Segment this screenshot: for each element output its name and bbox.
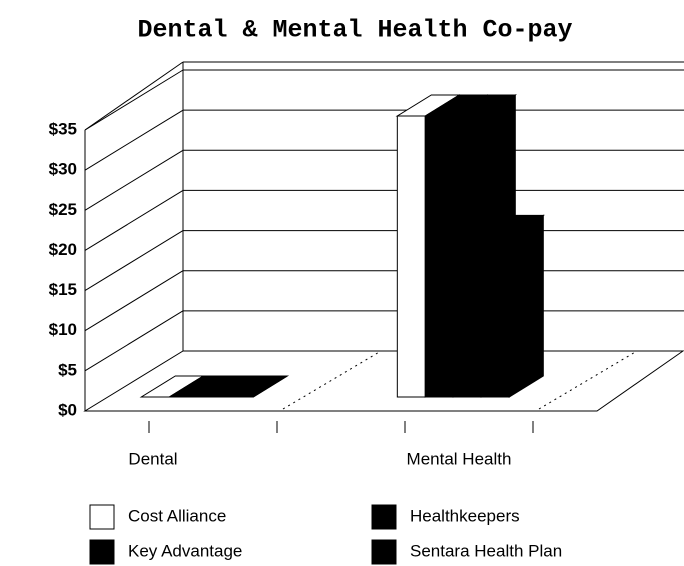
bar-side [508,214,544,398]
bar-front [396,115,426,398]
bar-side [253,375,288,398]
floor-divider [538,350,638,410]
legend-swatch [89,539,115,565]
grid-line [84,310,184,372]
legend-swatch [371,539,397,565]
y-tick-label: $35 [49,119,77,138]
y-tick-label: $20 [49,240,77,259]
x-tick-label: Dental [128,449,177,468]
bar-front [452,115,482,398]
legend-swatch [89,504,115,530]
y-tick-label: $25 [49,200,77,219]
floor-divider [282,350,382,410]
grid-line [84,109,184,171]
chart-title: Dental & Mental Health Co-pay [137,16,572,45]
legend-label: Cost Alliance [128,506,226,525]
bar-front [480,235,510,398]
bar-front [424,115,454,398]
wall-top [84,61,184,131]
grid-line [84,270,184,332]
grid-line [84,190,184,251]
legend-label: Key Advantage [128,541,242,560]
x-tick-label: Mental Health [407,449,512,468]
legend-label: Sentara Health Plan [410,541,562,560]
y-tick-label: $10 [49,320,77,339]
y-tick-label: $0 [58,400,77,419]
grid-line [84,149,184,211]
y-tick-label: $5 [58,360,77,379]
y-tick-label: $15 [49,280,77,299]
legend-swatch [371,504,397,530]
y-tick-label: $30 [49,160,77,179]
grid-line [84,230,184,291]
legend-label: Healthkeepers [410,506,520,525]
grid-line [84,69,184,131]
